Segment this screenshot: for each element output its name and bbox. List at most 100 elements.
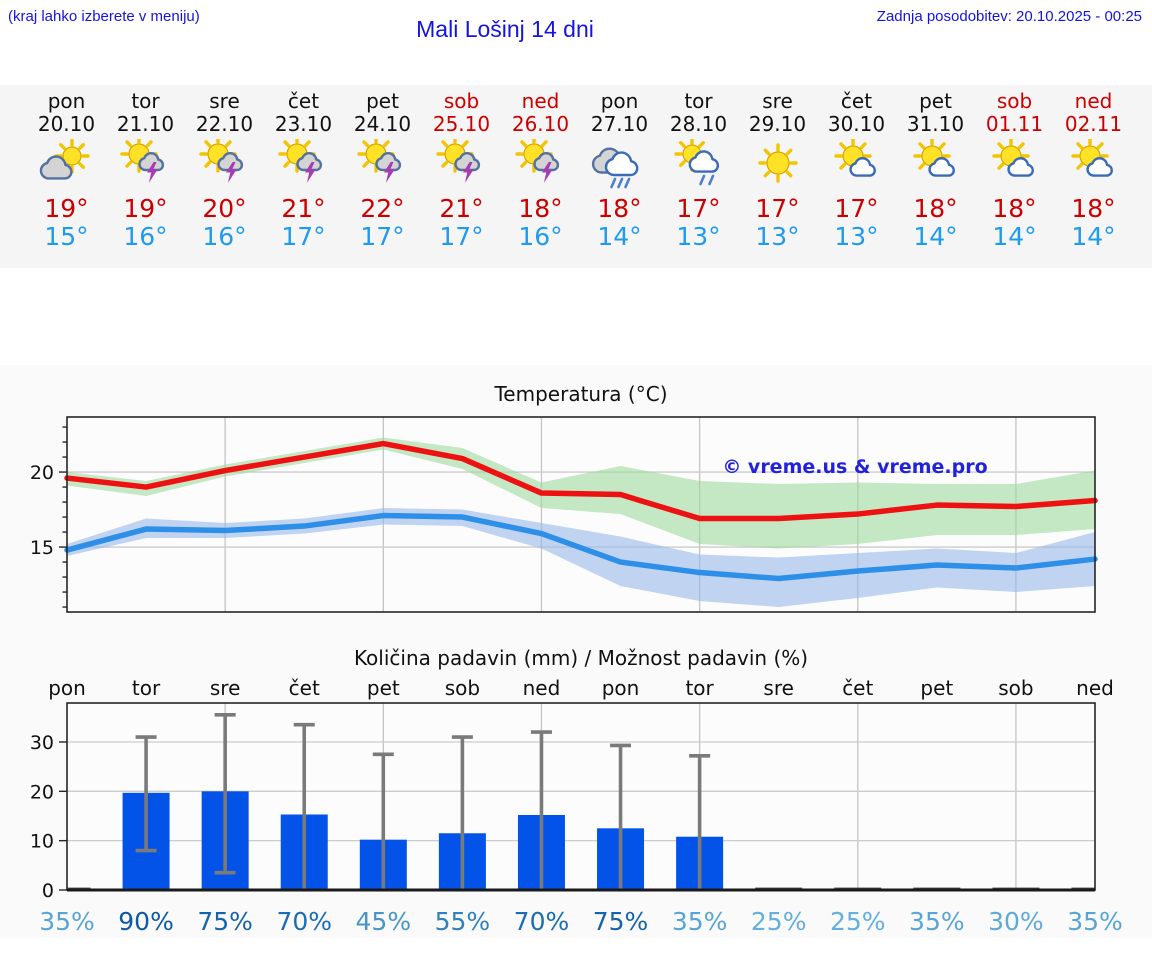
day-max-temp: 22°	[360, 194, 405, 223]
day-max-temp: 17°	[834, 194, 879, 223]
svg-text:30: 30	[30, 732, 54, 754]
thunderstorm-icon	[435, 139, 480, 183]
day-name: pon	[600, 89, 639, 113]
precip-probability-label: 35%	[1067, 907, 1123, 936]
day-max-temp: 21°	[439, 194, 484, 223]
day-column: sre 29.10 17° 13°	[738, 85, 817, 251]
day-min-temp: 13°	[755, 222, 800, 251]
day-max-temp: 17°	[676, 194, 721, 223]
last-update-text: Zadnja posodobitev: 20.10.2025 - 00:25	[876, 8, 1142, 25]
day-min-temp: 16°	[518, 222, 563, 251]
svg-text:pon: pon	[602, 676, 640, 700]
partly-cloudy-dark-icon	[39, 139, 90, 180]
day-date: 24.10	[353, 112, 412, 136]
day-max-temp: 20°	[202, 194, 247, 223]
day-date: 01.11	[985, 112, 1044, 136]
precip-probability-label: 25%	[751, 907, 807, 936]
precip-probability-label: 45%	[356, 907, 412, 936]
day-min-temp: 17°	[281, 222, 326, 251]
watermark-link[interactable]: © vreme.us & vreme.pro	[722, 456, 987, 478]
day-max-temp: 18°	[992, 194, 1037, 223]
day-date: 21.10	[116, 112, 175, 136]
day-date: 31.10	[906, 112, 965, 136]
precip-probability-label: 70%	[276, 907, 332, 936]
day-max-temp: 18°	[518, 194, 563, 223]
precip-probability-label: 35%	[909, 907, 965, 936]
day-max-temp: 19°	[44, 194, 89, 223]
day-date: 29.10	[748, 112, 807, 136]
day-min-temp: 17°	[360, 222, 405, 251]
precipitation-chart: pon tor sre čet pet sob ned pon tor sre čet pet sob n…	[30, 676, 1123, 936]
day-column: ned 02.11 18° 14°	[1054, 85, 1133, 251]
day-weather-icon-wrap	[422, 139, 501, 191]
day-min-temp: 15°	[44, 222, 89, 251]
menu-hint-text: (kraj lahko izberete v meniju)	[8, 8, 200, 25]
partly-cloudy-icon	[833, 139, 876, 177]
day-name: tor	[684, 89, 713, 113]
day-min-temp: 16°	[202, 222, 247, 251]
thunderstorm-icon	[356, 139, 401, 183]
day-weather-icon-wrap	[27, 139, 106, 191]
precip-probability-label: 35%	[672, 907, 728, 936]
partly-cloudy-icon	[991, 139, 1034, 177]
day-name: sob	[996, 89, 1033, 113]
day-weather-icon-wrap	[1054, 139, 1133, 191]
day-name: ned	[1074, 89, 1113, 113]
precipitation-chart-title: Količina padavin (mm) / Možnost padavin …	[353, 646, 809, 670]
thunderstorm-icon	[277, 139, 322, 183]
day-weather-icon-wrap	[185, 139, 264, 191]
day-date: 28.10	[669, 112, 728, 136]
day-weather-icon-wrap	[106, 139, 185, 191]
precip-probability-label: 55%	[435, 907, 491, 936]
partly-cloudy-icon	[912, 139, 955, 177]
day-column: tor 28.10 17° 13°	[659, 85, 738, 251]
day-date: 30.10	[827, 112, 886, 136]
day-name: sre	[762, 89, 793, 113]
svg-text:20: 20	[30, 781, 54, 803]
precip-probability-label: 25%	[830, 907, 886, 936]
svg-text:sob: sob	[445, 676, 480, 700]
day-column: sre 22.10 20° 16°	[185, 85, 264, 251]
day-columns: pon 20.10 19° 15° tor 21.10 19° 16° sre 22.10 20° 1…	[27, 85, 1133, 251]
svg-text:tor: tor	[685, 676, 714, 700]
svg-text:ned: ned	[1076, 676, 1114, 700]
day-column: pet 31.10 18° 14°	[896, 85, 975, 251]
day-weather-icon-wrap	[896, 139, 975, 191]
page-title: Mali Lošinj 14 dni	[416, 16, 594, 42]
day-date: 22.10	[195, 112, 254, 136]
precip-probability-label: 75%	[593, 907, 649, 936]
thunderstorm-icon	[514, 139, 559, 183]
day-date: 27.10	[590, 112, 649, 136]
sunny-icon	[757, 143, 798, 183]
day-max-temp: 17°	[755, 194, 800, 223]
day-max-temp: 18°	[1071, 194, 1116, 223]
day-min-temp: 14°	[597, 222, 642, 251]
day-weather-icon-wrap	[817, 139, 896, 191]
svg-text:sre: sre	[210, 676, 241, 700]
day-weather-icon-wrap	[659, 139, 738, 191]
day-column: ned 26.10 18° 16°	[501, 85, 580, 251]
day-max-temp: 18°	[597, 194, 642, 223]
day-column: pon 27.10 18° 14°	[580, 85, 659, 251]
svg-text:tor: tor	[132, 676, 161, 700]
svg-text:20: 20	[30, 462, 54, 484]
svg-text:0: 0	[42, 880, 54, 902]
svg-text:pet: pet	[367, 676, 400, 700]
svg-text:pet: pet	[920, 676, 953, 700]
precip-probability-label: 30%	[988, 907, 1044, 936]
svg-text:10: 10	[30, 831, 54, 853]
temperature-chart: 15 20 © vreme.us & vreme.pro	[30, 416, 1098, 613]
day-min-temp: 13°	[676, 222, 721, 251]
day-min-temp: 13°	[834, 222, 879, 251]
precip-probability-label: 90%	[118, 907, 174, 936]
rain-icon	[591, 147, 638, 189]
day-max-temp: 19°	[123, 194, 168, 223]
day-max-temp: 18°	[913, 194, 958, 223]
day-max-temp: 21°	[281, 194, 326, 223]
day-name: sob	[443, 89, 480, 113]
svg-text:čet: čet	[842, 676, 873, 700]
day-weather-icon-wrap	[738, 139, 817, 191]
day-min-temp: 17°	[439, 222, 484, 251]
day-weather-icon-wrap	[501, 139, 580, 191]
